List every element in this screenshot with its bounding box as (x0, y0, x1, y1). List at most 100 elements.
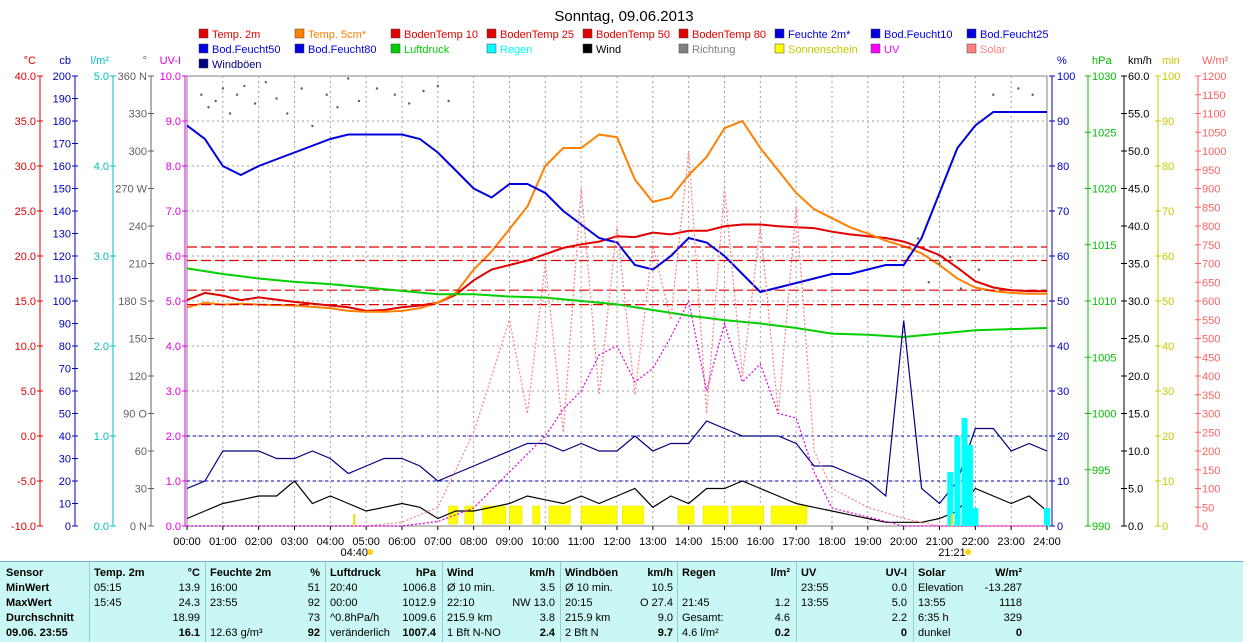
stats-cell-label: Gesamt: (682, 612, 724, 624)
stats-cell-label: dunkel (918, 627, 951, 639)
uv-tick-label: 6.0 (166, 251, 181, 263)
stats-cell-value: -13.287 (984, 582, 1022, 594)
dir-axis-unit: ° (143, 55, 147, 67)
stats-header-label: Wind (447, 567, 474, 579)
stats-row: Ø 10 min. 10.5 (565, 581, 673, 596)
cb-tick-label: 180 (53, 116, 71, 128)
stats-header-unit: °C (187, 567, 200, 579)
stats-row: 21:45 1.2 (682, 596, 790, 611)
legend-swatch (678, 28, 689, 39)
direction-point (325, 93, 328, 96)
temp-tick-label: 0.0 (21, 431, 36, 443)
legend-swatch (198, 43, 209, 54)
stats-cell-label: Elevation (918, 582, 964, 594)
sunshine-bar (509, 505, 523, 525)
stats-cell-label: 15:45 (94, 597, 122, 609)
legend-swatch (582, 43, 593, 54)
direction-point (221, 87, 225, 90)
stats-cell-label: 13:55 (801, 597, 829, 609)
x-tick-label: 10:00 (532, 536, 560, 548)
statistics-panel: Sensor MinWert MaxWert Durchschnitt 09.06. 2… (0, 561, 1243, 642)
stats-cell-label: 6:35 h (918, 612, 949, 624)
stats-cell-value: O 27.4 (639, 597, 673, 609)
stats-cell-value: 2.4 (539, 627, 555, 639)
legend-swatch (294, 43, 305, 54)
direction-point (938, 262, 941, 265)
stats-cell-value: 9.7 (657, 627, 673, 639)
uv-tick-label: 10.0 (160, 71, 181, 83)
hum-tick-label: 20 (1057, 431, 1069, 443)
stats-row: Elevation -13.287 (918, 581, 1022, 596)
legend-label: Wind (596, 44, 621, 56)
stats-row: 13:55 1118 (918, 596, 1022, 611)
stats-cell-value: 1009.6 (402, 612, 436, 624)
stats-header: Wind km/h (447, 566, 555, 581)
sun-tick-label: 20 (1162, 431, 1174, 443)
dir-tick-label: 210 (129, 259, 147, 271)
chart-title: Sonntag, 09.06.2013 (554, 8, 693, 25)
legend-label: Bod.Feucht50 (212, 44, 281, 56)
temp-tick-label: 40.0 (15, 71, 36, 83)
press-tick-label: 1005 (1092, 352, 1116, 364)
solar-tick-label: 0 (1202, 521, 1208, 533)
dir-tick-label: 330 (129, 109, 147, 121)
stats-row: ^0.8hPa/h 1009.6 (330, 611, 436, 626)
stats-cell-label: 21:45 (682, 597, 710, 609)
uv-tick-label: 5.0 (166, 296, 181, 308)
temp-axis-unit: °C (24, 55, 36, 67)
stats-header-unit: km/h (647, 567, 673, 579)
legend-swatch (678, 43, 689, 54)
cb-tick-label: 60 (59, 386, 71, 398)
stats-cell-label: 13:55 (918, 597, 946, 609)
rain-bar (1044, 508, 1050, 526)
stats-header: Regen l/m² (682, 566, 790, 581)
press-tick-label: 1020 (1092, 184, 1116, 196)
sunshine-bar (464, 505, 474, 525)
stats-row: Durchschnitt (6, 611, 88, 626)
uv-tick-label: 0.0 (166, 521, 181, 533)
stats-cell-label: 23:55 (210, 597, 238, 609)
series-solar (187, 150, 1047, 527)
sun-axis-unit: min (1162, 55, 1180, 67)
press-tick-label: 1000 (1092, 409, 1116, 421)
temp-tick-label: 30.0 (15, 161, 36, 173)
stats-row: 215.9 km 3.8 (447, 611, 555, 626)
dir-tick-label: 270 W (115, 184, 147, 196)
direction-point (927, 281, 930, 284)
stats-row: veränderlich 1007.4 (330, 626, 436, 641)
stats-cell-label: Ø 10 min. (565, 582, 613, 594)
rain-axis-unit: l/m² (91, 55, 110, 67)
stats-separator (796, 562, 797, 642)
rain-tick-label: 4.0 (94, 161, 109, 173)
direction-point (347, 77, 350, 80)
stats-row: 16.1 (94, 626, 200, 641)
sunshine-bar (731, 505, 765, 525)
stats-cell-value: 2.2 (891, 612, 907, 624)
stats-cell-label: 16:00 (210, 582, 238, 594)
stats-column: Luftdruck hPa 20:40 1006.8 00:00 1012.9 ^0.8hP… (330, 566, 436, 641)
wind-tick-label: 20.0 (1128, 371, 1149, 383)
wind-tick-label: 15.0 (1128, 409, 1149, 421)
stats-column: Wind km/h Ø 10 min. 3.5 22:10 NW 13.0 215.9 km… (447, 566, 555, 641)
stats-row: 16:00 51 (210, 581, 320, 596)
uv-tick-label: 3.0 (166, 386, 181, 398)
x-tick-label: 03:00 (281, 536, 309, 548)
direction-point (311, 124, 314, 128)
wind-tick-label: 50.0 (1128, 146, 1149, 158)
direction-point (264, 81, 268, 84)
legend-swatch (966, 28, 977, 39)
cb-tick-label: 140 (53, 206, 71, 218)
temp-tick-label: -5.0 (17, 476, 36, 488)
stats-separator (325, 562, 326, 642)
stats-header: Temp. 2m °C (94, 566, 200, 581)
stats-cell-label: 4.6 l/m² (682, 627, 719, 639)
plot-series (186, 77, 1050, 527)
cb-tick-label: 110 (53, 274, 71, 286)
rain-bar (954, 436, 961, 526)
weather-chart: Sonntag, 09.06.2013 Temp. 2m Temp. 5cm* Bo… (11, 8, 1229, 559)
direction-point (447, 99, 450, 103)
stats-column: Temp. 2m °C 05:15 13.9 15:45 24.3 18.99 16.1 (94, 566, 200, 641)
solar-tick-label: 1100 (1202, 109, 1226, 121)
right-axes: %1009080706050403020100hPa10301025102010… (1049, 55, 1229, 533)
legend-label: Bod.Feucht25 (980, 29, 1049, 41)
